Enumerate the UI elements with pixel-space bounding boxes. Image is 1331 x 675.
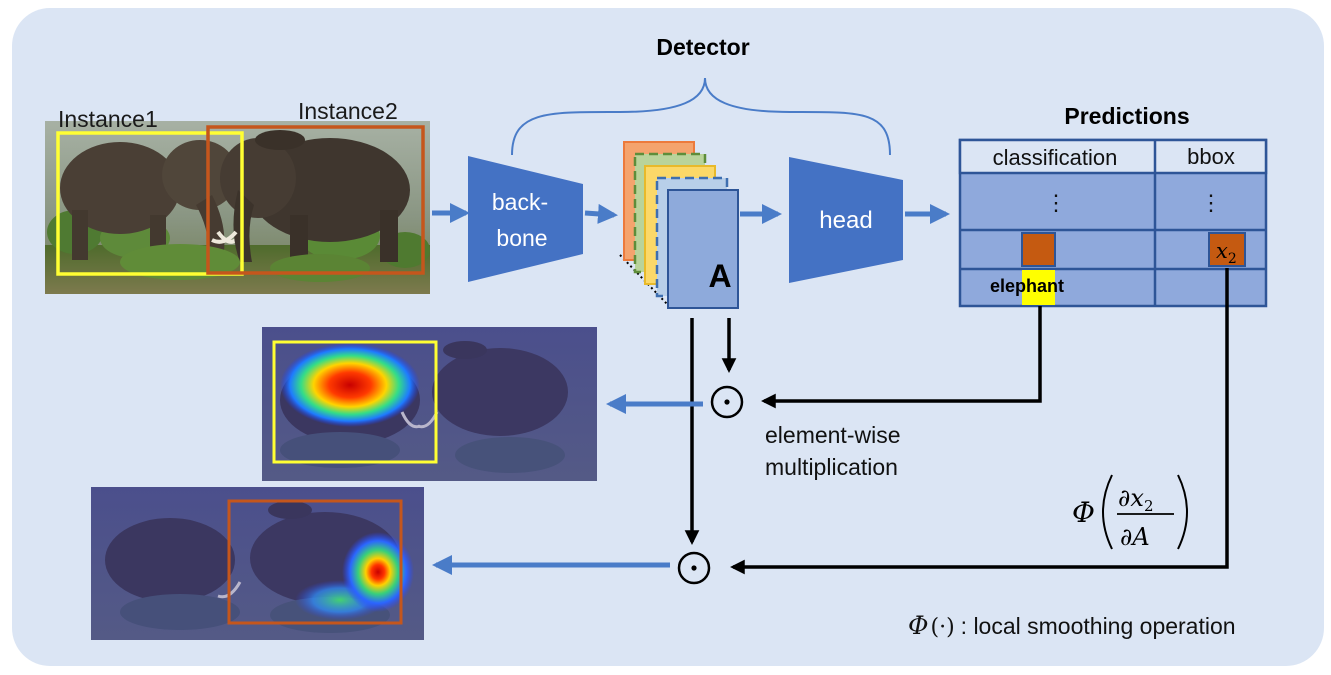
line-class-to-upper-op bbox=[761, 306, 1042, 409]
footnote: Φ(·): local smoothing operation bbox=[908, 611, 1236, 640]
head-label: head bbox=[819, 207, 872, 234]
instance1-box bbox=[56, 131, 244, 276]
ellipsis-classification: ⋮ bbox=[1045, 190, 1067, 215]
formula-numerator: ∂x2 bbox=[1118, 484, 1154, 515]
feature-map-A bbox=[667, 189, 739, 309]
formula-phi: Φ bbox=[1072, 496, 1095, 529]
class-highlight-cell bbox=[1022, 270, 1055, 305]
heatmap-photo-instance1 bbox=[262, 327, 597, 481]
arrow-backbone-to-features bbox=[584, 203, 618, 224]
elephant-2-shape bbox=[211, 130, 410, 263]
column-bbox: bbox bbox=[1187, 144, 1235, 169]
backbone-label-line1: back- bbox=[492, 189, 548, 215]
head-block bbox=[789, 157, 903, 283]
formula-paren-left bbox=[1102, 474, 1113, 550]
elementwise-op-upper bbox=[710, 385, 744, 419]
op-label-line1: element-wise bbox=[765, 422, 901, 448]
formula-paren-right bbox=[1177, 474, 1188, 550]
gradient-formula: Φ ∂x2 ∂A bbox=[1072, 474, 1188, 551]
heatmap2-instance-box bbox=[227, 499, 403, 625]
backbone-label-line2: bone bbox=[496, 225, 547, 251]
class-label-elephant: elephant bbox=[990, 276, 1064, 296]
heatmap-photo-instance2 bbox=[91, 487, 424, 640]
bbox-x2-cell bbox=[1208, 232, 1246, 267]
line-bbox-to-lower-op bbox=[730, 268, 1229, 575]
class-score-cell bbox=[1021, 232, 1056, 267]
predictions-table bbox=[958, 138, 1268, 308]
instance1-label: Instance1 bbox=[58, 106, 158, 132]
column-classification: classification bbox=[993, 145, 1118, 170]
detector-brace bbox=[511, 77, 891, 156]
input-photo bbox=[45, 121, 430, 294]
op-label-line2: multiplication bbox=[765, 454, 898, 480]
instance2-box bbox=[206, 125, 425, 275]
predictions-title: Predictions bbox=[1064, 103, 1189, 129]
heatmap1-instance-box bbox=[272, 340, 438, 464]
formula-denominator: ∂A bbox=[1120, 523, 1150, 551]
elementwise-op-lower bbox=[677, 551, 711, 585]
feature-maps bbox=[619, 141, 739, 309]
instance2-label: Instance2 bbox=[298, 98, 398, 124]
backbone-block bbox=[468, 156, 583, 282]
detector-title: Detector bbox=[656, 34, 749, 60]
ellipsis-bbox: ⋮ bbox=[1200, 190, 1222, 215]
bbox-x2-label: x2 bbox=[1216, 239, 1237, 267]
feature-label-A: A bbox=[708, 258, 731, 294]
